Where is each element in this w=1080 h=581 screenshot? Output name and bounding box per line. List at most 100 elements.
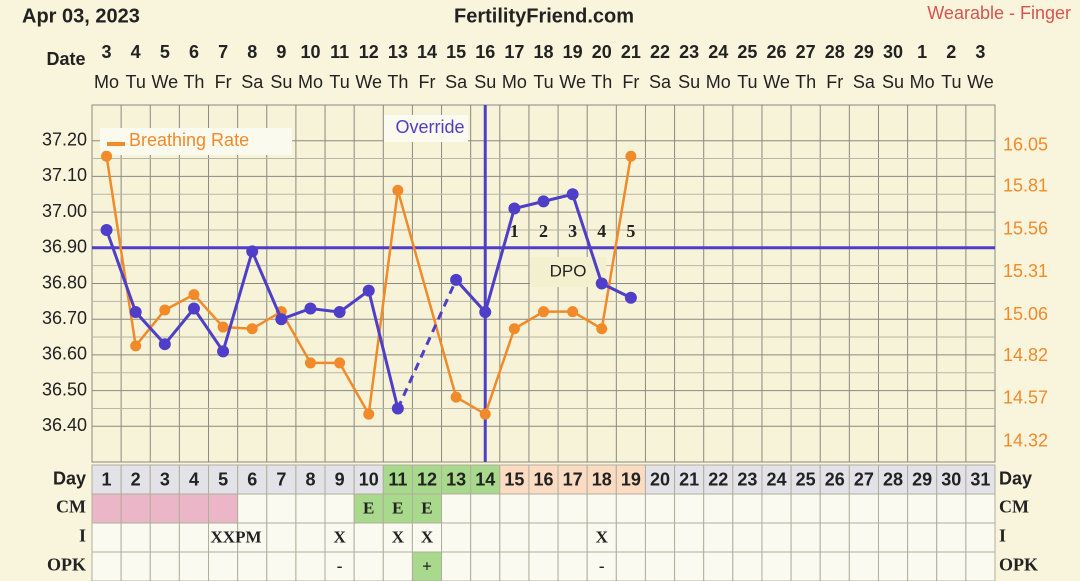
weekday-label: We	[151, 72, 178, 92]
table-cell	[208, 551, 239, 581]
date-label: 16	[475, 42, 495, 62]
data-point	[624, 291, 637, 304]
table-cell	[703, 464, 734, 495]
date-label: 10	[300, 42, 320, 62]
weekday-label: Su	[882, 72, 904, 92]
weekday-label: We	[967, 72, 994, 92]
weekday-label: We	[355, 72, 382, 92]
day-number: 28	[883, 469, 903, 489]
table-cell	[703, 522, 734, 553]
weekday-label: Tu	[533, 72, 553, 92]
table-cell	[790, 522, 821, 553]
cell-value: -	[337, 556, 343, 575]
table-cell	[441, 522, 472, 553]
weekday-label: Sa	[853, 72, 876, 92]
table-cell	[644, 493, 676, 524]
table-cell	[732, 493, 763, 524]
table-cell	[877, 551, 909, 581]
legend-box	[100, 128, 292, 155]
day-number: 1	[102, 469, 112, 489]
table-cell	[382, 551, 413, 581]
y-tick-label: 36.90	[42, 237, 87, 257]
data-point	[538, 306, 549, 318]
table-cell	[295, 551, 326, 581]
y2-tick-label: 15.81	[1003, 176, 1048, 196]
table-cell	[120, 493, 151, 524]
table-cell	[120, 551, 151, 581]
data-point	[304, 357, 316, 369]
day-number: 10	[359, 469, 379, 489]
table-cell	[178, 551, 210, 581]
date-label: 8	[247, 42, 257, 62]
data-point	[334, 357, 346, 369]
table-cell	[877, 493, 909, 524]
data-point	[246, 245, 259, 258]
date-label: 14	[417, 42, 437, 62]
table-cell	[470, 522, 501, 553]
table-cell	[120, 522, 151, 553]
row-label: Day	[53, 468, 86, 488]
table-cell	[295, 493, 326, 524]
table-cell	[91, 493, 122, 524]
table-cell	[615, 493, 646, 524]
weekday-label: Th	[387, 72, 408, 92]
chart-date: Apr 03, 2023	[22, 5, 140, 27]
data-point	[537, 195, 550, 208]
table-cell	[499, 522, 530, 553]
row-label-right: OPK	[999, 555, 1038, 575]
table-cell	[965, 551, 996, 581]
data-point	[100, 223, 113, 236]
date-label: 21	[621, 42, 641, 62]
day-number: 14	[475, 469, 495, 489]
table-cell	[178, 493, 210, 524]
y2-tick-label: 15.56	[1003, 218, 1048, 238]
dpo-number: 4	[597, 221, 606, 241]
table-cell	[586, 464, 617, 495]
table-cell	[674, 522, 705, 553]
data-point	[362, 284, 375, 297]
row-label-right: Day	[999, 468, 1032, 488]
table-cell	[528, 522, 559, 553]
day-number: 2	[131, 469, 141, 489]
table-cell	[91, 522, 122, 553]
table-cell	[353, 522, 384, 553]
table-cell	[907, 522, 938, 553]
table-cell	[790, 493, 821, 524]
cell-value: X	[596, 527, 609, 546]
y2-tick-label: 16.05	[1003, 135, 1048, 155]
y-tick-label: 36.70	[42, 308, 87, 328]
date-label: 28	[825, 42, 845, 62]
day-number: 23	[737, 469, 757, 489]
weekday-label: Tu	[329, 72, 349, 92]
data-point	[450, 273, 463, 286]
date-label: 22	[650, 42, 670, 62]
table-cell	[848, 551, 879, 581]
table-cell	[732, 522, 763, 553]
row-label: I	[79, 526, 86, 546]
table-cell	[907, 493, 938, 524]
table-cell	[761, 493, 792, 524]
dpo-number: 1	[510, 221, 519, 241]
table-cell	[848, 522, 879, 553]
y2-tick-label: 15.06	[1003, 304, 1048, 324]
table-cell	[499, 493, 530, 524]
data-point	[508, 323, 520, 335]
table-cell	[586, 493, 617, 524]
table-cell	[557, 464, 588, 495]
row-label: CM	[56, 497, 86, 517]
day-number: 21	[679, 469, 699, 489]
date-label: 9	[276, 42, 286, 62]
table-cell	[819, 551, 850, 581]
data-point	[159, 304, 171, 316]
y2-tick-label: 15.31	[1003, 261, 1048, 281]
table-cell	[266, 551, 297, 581]
weekday-label: Fr	[215, 72, 232, 92]
date-label: 27	[796, 42, 816, 62]
data-point	[246, 323, 258, 335]
day-number: 25	[796, 469, 816, 489]
weekday-label: We	[763, 72, 790, 92]
table-cell	[644, 522, 676, 553]
y-tick-label: 36.40	[42, 415, 87, 435]
weekday-label: Fr	[418, 72, 435, 92]
